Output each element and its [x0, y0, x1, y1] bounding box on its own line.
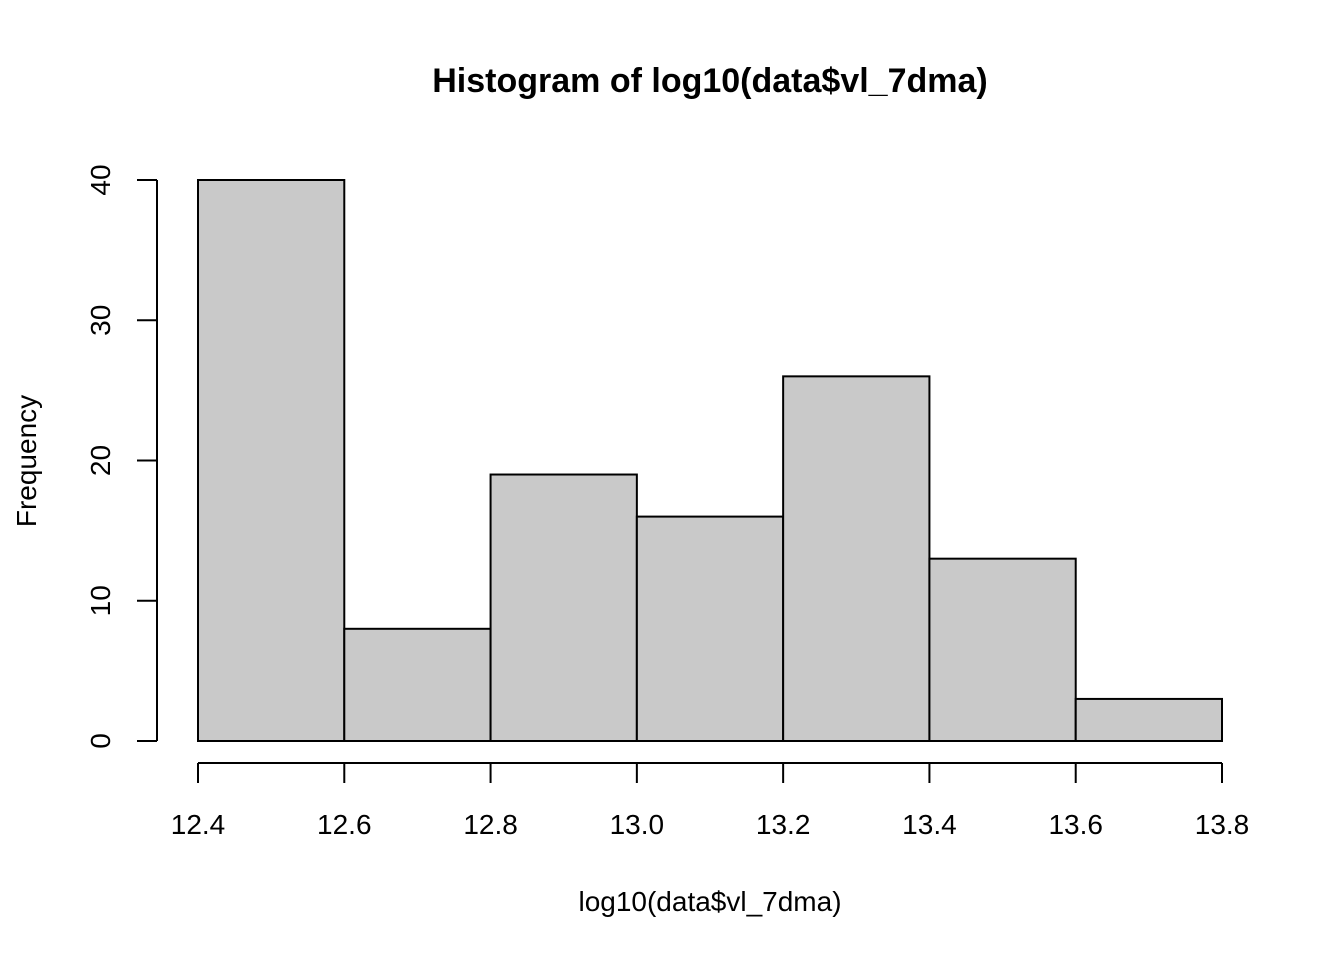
- x-axis-label: log10(data$vl_7dma): [578, 886, 841, 917]
- bars-group: [197, 179, 1223, 742]
- y-tick-label: 30: [85, 305, 116, 336]
- x-tick-label: 13.0: [610, 809, 665, 840]
- x-tick-label: 12.6: [317, 809, 372, 840]
- y-tick-label: 20: [85, 445, 116, 476]
- x-tick-label: 13.4: [902, 809, 957, 840]
- y-tick-label: 10: [85, 585, 116, 616]
- histogram-bar: [1074, 697, 1223, 742]
- histogram-bar: [782, 375, 931, 742]
- histogram-bar: [343, 627, 492, 742]
- x-tick-label: 12.8: [463, 809, 518, 840]
- y-axis: 0 10 20 30 40: [85, 164, 158, 749]
- histogram-bar: [489, 473, 638, 742]
- x-tick-label: 13.2: [756, 809, 811, 840]
- x-tick-label: 13.8: [1195, 809, 1250, 840]
- y-tick-label: 40: [85, 164, 116, 195]
- y-tick-label: 0: [85, 733, 116, 749]
- x-tick-label: 13.6: [1048, 809, 1103, 840]
- chart-title: Histogram of log10(data$vl_7dma): [432, 62, 987, 100]
- y-axis-label: Frequency: [11, 395, 42, 527]
- histogram-bar: [635, 515, 785, 742]
- x-axis: 12.4 12.6 12.8 13.0 13.2 13.4 13.6 13.8: [171, 762, 1250, 840]
- x-tick-label: 12.4: [171, 809, 226, 840]
- histogram-bar: [928, 557, 1077, 742]
- histogram-bar: [197, 179, 346, 742]
